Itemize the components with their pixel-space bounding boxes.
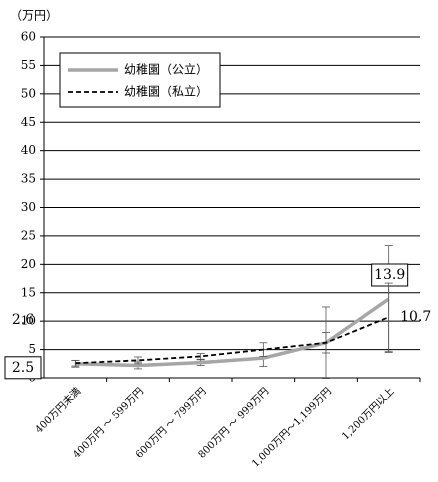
y-tick-label: 5 — [28, 342, 36, 356]
y-tick-label: 20 — [21, 257, 36, 271]
y-tick-label: 15 — [21, 285, 36, 299]
x-tick-label: 600万円 ～ 799万円 — [134, 386, 209, 461]
x-tick-label: 400万円未満 — [33, 385, 83, 435]
y-tick-label: 40 — [21, 143, 36, 157]
x-tick-label: 400万円 ～ 599万円 — [71, 386, 146, 461]
legend-label: 幼稚園（私立） — [124, 84, 208, 99]
value-label: 2.5 — [12, 360, 34, 376]
y-tick-label: 50 — [21, 86, 36, 100]
y-tick-label: 25 — [21, 228, 36, 242]
value-label: 2.6 — [12, 312, 34, 328]
y-tick-label: 45 — [21, 115, 36, 129]
line — [75, 297, 390, 368]
y-tick-label: 55 — [21, 58, 36, 72]
x-tick-label: 800万円 ～ 999万円 — [197, 386, 272, 461]
y-tick-label: 10 — [21, 314, 36, 328]
value-label: 13.9 — [374, 267, 405, 283]
y-tick-label: 30 — [21, 200, 36, 214]
y-tick-label: 35 — [21, 172, 36, 186]
value-label: 10.7 — [400, 309, 431, 325]
legend-box — [59, 52, 221, 108]
y-axis-label: （万円） — [10, 9, 58, 23]
line — [75, 316, 390, 365]
x-tick-label: 1,200万円以上 — [340, 385, 397, 442]
y-tick-label: 60 — [21, 30, 36, 44]
value-label-box — [371, 263, 409, 287]
legend-label: 幼稚園（公立） — [124, 62, 208, 77]
value-label-box — [4, 356, 42, 380]
